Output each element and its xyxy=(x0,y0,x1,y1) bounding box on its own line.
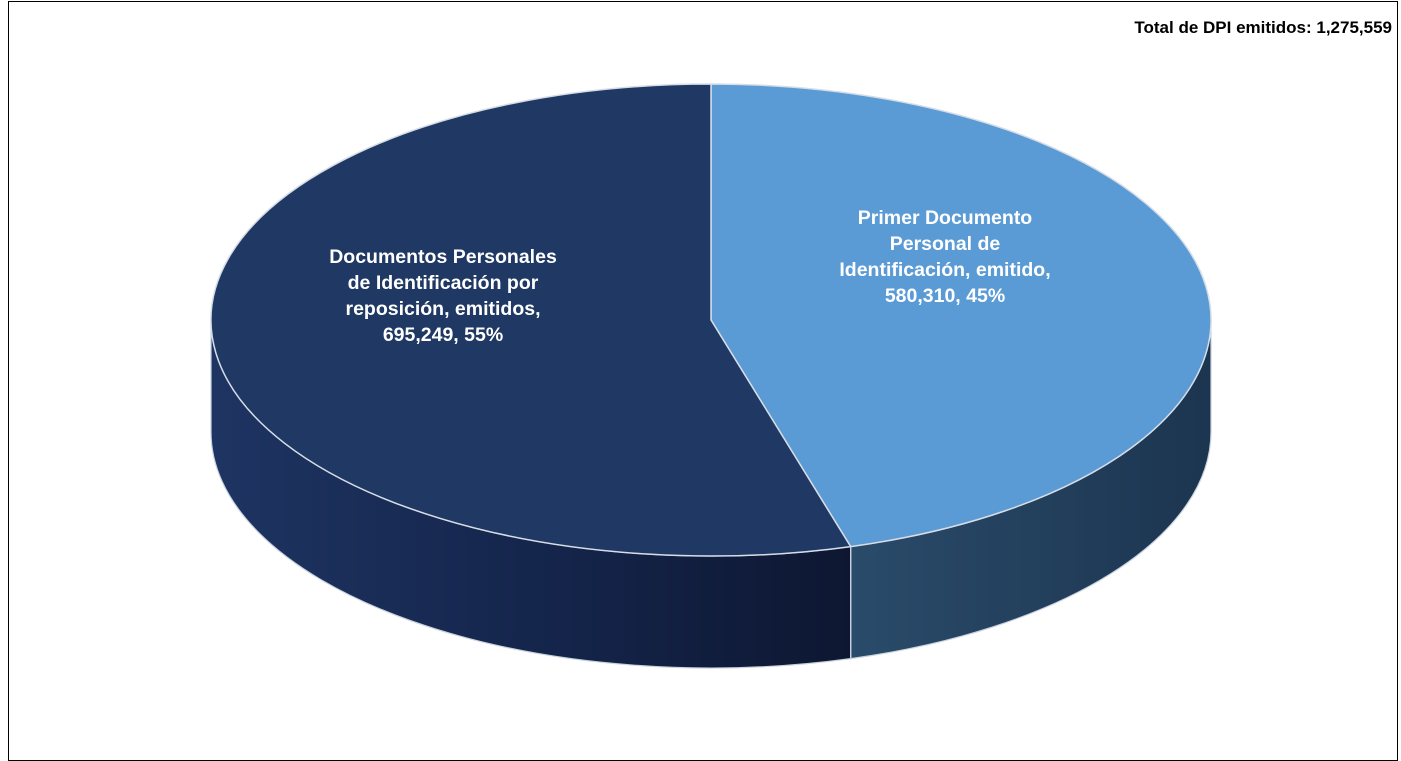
pie-slice-1 xyxy=(210,83,852,557)
pie-chart xyxy=(210,83,1212,669)
slice-label-line: Primer Documento xyxy=(857,207,1033,229)
slice-label-line: Identificación, emitido, xyxy=(839,259,1051,281)
slice-label-line: 695,249, 55% xyxy=(382,324,504,346)
total-label: Total de DPI emitidos: 1,275,559 xyxy=(1134,18,1392,37)
slice-label-line: de Identificación por xyxy=(347,272,539,294)
pie-tops xyxy=(210,83,1212,557)
slice-label-line: reposición, emitidos, xyxy=(345,298,541,320)
pie-slice-0 xyxy=(710,83,1212,548)
slice-label-line: 580,310, 45% xyxy=(884,285,1006,307)
slice-label-line: Personal de xyxy=(889,233,1001,255)
slice-label-line: Documentos Personales xyxy=(329,246,557,268)
slice-label-primer-documento: Primer Documento Personal de Identificac… xyxy=(839,205,1050,309)
slice-label-reposicion: Documentos Personales de Identificación … xyxy=(329,244,557,348)
